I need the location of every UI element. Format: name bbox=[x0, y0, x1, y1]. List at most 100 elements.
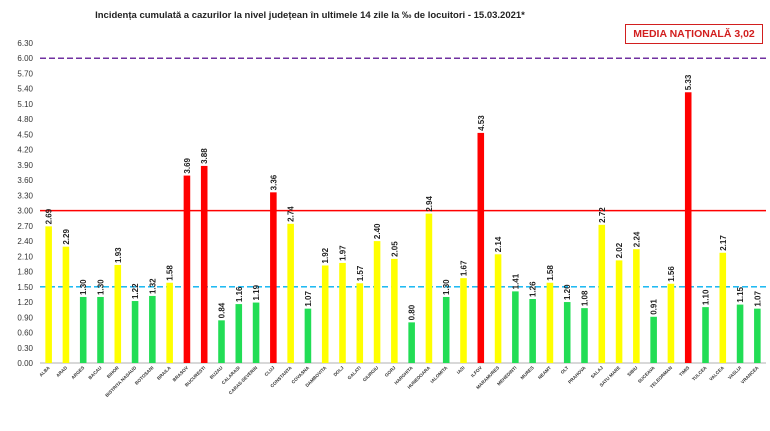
bar bbox=[79, 296, 87, 363]
bar bbox=[373, 241, 381, 363]
value-label: 1.16 bbox=[235, 286, 244, 302]
category-label: ILFOV bbox=[470, 365, 484, 379]
category-label: TIMIS bbox=[678, 365, 690, 377]
y-tick-label: 5.40 bbox=[17, 85, 33, 94]
category-label: VRANCEA bbox=[740, 365, 760, 385]
value-label: 1.58 bbox=[166, 265, 175, 281]
y-tick-label: 4.20 bbox=[17, 146, 33, 155]
bar bbox=[754, 308, 761, 363]
reference-lines bbox=[40, 57, 766, 288]
y-tick-label: 0.90 bbox=[17, 313, 33, 322]
value-label: 1.56 bbox=[667, 266, 676, 282]
category-label: GORJ bbox=[384, 365, 397, 378]
y-tick-label: 5.70 bbox=[17, 69, 33, 78]
value-label: 2.14 bbox=[494, 236, 503, 252]
category-label: ALBA bbox=[38, 365, 51, 378]
y-tick-label: 3.00 bbox=[17, 207, 33, 216]
category-label: BACAU bbox=[87, 365, 103, 381]
bar bbox=[356, 283, 364, 363]
y-tick-label: 0.60 bbox=[17, 329, 33, 338]
value-label: 2.74 bbox=[287, 206, 296, 222]
bar bbox=[719, 252, 727, 363]
category-label: ARGES bbox=[70, 365, 85, 380]
value-label: 2.02 bbox=[615, 242, 624, 258]
y-tick-label: 3.30 bbox=[17, 191, 33, 200]
bar bbox=[114, 264, 122, 363]
category-label: BRAILA bbox=[156, 365, 172, 381]
category-label: IASI bbox=[456, 365, 466, 375]
bar bbox=[650, 316, 657, 363]
value-label: 2.94 bbox=[425, 196, 434, 212]
bar bbox=[166, 282, 173, 363]
y-tick-label: 1.80 bbox=[17, 268, 33, 277]
bar bbox=[183, 175, 191, 363]
y-tick-label: 0.00 bbox=[17, 359, 33, 368]
y-tick-label: 4.50 bbox=[17, 130, 33, 139]
value-label: 1.15 bbox=[736, 286, 745, 302]
category-label: SIBIU bbox=[626, 365, 639, 378]
chart-title: Incidența cumulată a cazurilor la nivel … bbox=[95, 10, 525, 21]
category-label: IALOMITA bbox=[429, 365, 448, 384]
bar bbox=[684, 92, 692, 364]
y-tick-label: 0.30 bbox=[17, 344, 33, 353]
value-label: 3.36 bbox=[269, 174, 278, 190]
y-tick-label: 5.10 bbox=[17, 100, 33, 109]
value-label: 0.84 bbox=[218, 302, 227, 318]
value-label: 3.88 bbox=[200, 148, 209, 164]
category-label: MURES bbox=[520, 365, 535, 380]
bars bbox=[45, 92, 761, 364]
bar bbox=[97, 296, 104, 363]
bar bbox=[425, 213, 433, 363]
bar bbox=[460, 278, 467, 363]
value-label: 1.07 bbox=[304, 291, 313, 307]
bar bbox=[339, 262, 346, 363]
value-label: 0.91 bbox=[650, 299, 659, 315]
category-label: PRAHOVA bbox=[567, 365, 587, 385]
value-label: 1.26 bbox=[529, 281, 538, 297]
y-tick-label: 3.90 bbox=[17, 161, 33, 170]
category-label: BOTOSANI bbox=[134, 365, 155, 386]
value-label: 2.72 bbox=[598, 207, 607, 223]
category-label: NEAMT bbox=[537, 365, 552, 380]
bar bbox=[442, 296, 450, 363]
bar bbox=[149, 295, 156, 363]
category-label: DOLJ bbox=[332, 365, 345, 378]
bar bbox=[477, 132, 485, 363]
bar bbox=[581, 308, 588, 363]
bar bbox=[270, 192, 277, 363]
bar bbox=[218, 320, 225, 363]
category-label: VASLUI bbox=[727, 365, 742, 380]
value-label: 1.41 bbox=[511, 273, 520, 289]
value-label: 1.30 bbox=[97, 279, 106, 295]
y-tick-label: 6.30 bbox=[17, 39, 33, 48]
value-label: 1.30 bbox=[79, 279, 88, 295]
bar bbox=[598, 224, 606, 363]
value-label: 1.10 bbox=[702, 289, 711, 305]
value-label: 2.40 bbox=[373, 223, 382, 239]
value-label: 1.08 bbox=[581, 290, 590, 306]
bar bbox=[131, 301, 139, 363]
bar bbox=[494, 254, 502, 363]
y-tick-label: 6.00 bbox=[17, 54, 33, 63]
bar bbox=[667, 283, 675, 363]
bar bbox=[512, 291, 519, 363]
category-label: ARAD bbox=[55, 365, 68, 378]
category-label: OLT bbox=[560, 365, 570, 375]
value-label: 2.05 bbox=[390, 241, 399, 257]
value-label: 1.92 bbox=[321, 247, 330, 263]
value-label: 1.67 bbox=[460, 260, 469, 276]
value-label: 1.93 bbox=[114, 247, 123, 263]
bar bbox=[702, 307, 709, 363]
value-label: 1.30 bbox=[442, 279, 451, 295]
bar bbox=[546, 282, 554, 363]
value-label: 2.24 bbox=[632, 231, 641, 247]
bar bbox=[321, 265, 329, 363]
bar bbox=[200, 165, 208, 363]
category-label: BUZAU bbox=[209, 365, 224, 380]
y-tick-label: 2.10 bbox=[17, 252, 33, 261]
value-label: 3.69 bbox=[183, 157, 192, 173]
y-tick-label: 1.20 bbox=[17, 298, 33, 307]
y-axis: 0.00 0.30 0.60 0.90 1.20 1.50 1.80 2.10 2.40 2.70… bbox=[17, 39, 766, 368]
bar bbox=[304, 308, 312, 363]
category-label: BIHOR bbox=[106, 365, 120, 379]
